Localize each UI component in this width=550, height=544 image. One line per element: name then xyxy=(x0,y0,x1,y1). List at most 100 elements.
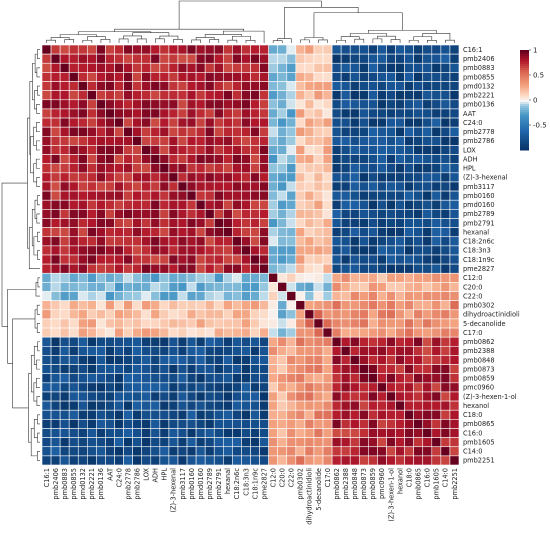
heatmap-cell xyxy=(340,163,351,174)
heatmap-cell xyxy=(277,282,288,292)
heatmap-cell xyxy=(223,355,233,365)
heatmap-cell xyxy=(286,108,297,119)
heatmap-cell xyxy=(132,327,143,338)
heatmap-cell xyxy=(114,154,124,164)
heatmap-cell xyxy=(449,282,460,292)
heatmap-cell xyxy=(195,419,206,429)
heatmap-cell xyxy=(59,419,70,429)
heatmap-cell xyxy=(395,163,405,174)
heatmap-cell xyxy=(204,254,215,265)
heatmap-cell xyxy=(377,236,387,247)
color-scale-step xyxy=(520,120,529,123)
heatmap-cell xyxy=(132,446,143,457)
heatmap-cell xyxy=(250,126,260,137)
heatmap-cell xyxy=(141,108,152,119)
heatmap-cell xyxy=(368,291,378,301)
heatmap-cell xyxy=(295,44,306,55)
dendrogram-branch xyxy=(390,39,401,43)
heatmap-cell xyxy=(68,227,79,238)
heatmap-cell xyxy=(177,364,188,374)
color-scale-step xyxy=(520,148,529,151)
color-scale-step xyxy=(520,72,529,75)
heatmap-cell xyxy=(358,72,369,82)
heatmap-cell xyxy=(241,199,251,210)
heatmap-cell xyxy=(404,382,414,393)
heatmap-cell xyxy=(449,263,460,274)
heatmap-cell xyxy=(177,199,188,210)
heatmap-cell xyxy=(241,309,251,320)
row-label: C18:2n6c xyxy=(463,238,495,246)
heatmap-cell xyxy=(195,117,206,128)
heatmap-cell xyxy=(159,364,170,374)
heatmap-cell xyxy=(241,291,251,301)
heatmap-cell xyxy=(349,172,360,183)
heatmap-cell xyxy=(41,108,52,119)
heatmap-cell xyxy=(150,318,161,329)
heatmap-cell xyxy=(177,108,188,119)
heatmap-cell xyxy=(386,117,396,128)
heatmap-cell xyxy=(431,391,442,402)
heatmap-cell xyxy=(449,373,460,384)
heatmap-cell xyxy=(358,245,369,256)
heatmap-cell xyxy=(105,318,115,329)
heatmap-cell xyxy=(295,126,306,137)
heatmap-cell xyxy=(250,44,260,55)
heatmap-cell xyxy=(204,154,215,164)
heatmap-cell xyxy=(377,364,387,374)
heatmap-cell xyxy=(96,346,106,356)
heatmap-cell xyxy=(286,300,297,311)
heatmap-cell xyxy=(395,117,405,128)
heatmap-cell xyxy=(413,99,424,110)
heatmap-cell xyxy=(132,245,143,256)
heatmap-cell xyxy=(204,99,215,110)
heatmap-cell xyxy=(377,163,387,174)
heatmap-cell xyxy=(223,181,233,192)
heatmap-cell xyxy=(404,72,414,82)
heatmap-cell xyxy=(241,364,251,374)
heatmap-cell xyxy=(449,318,460,329)
heatmap-cell xyxy=(41,355,52,365)
heatmap-cell xyxy=(331,236,342,247)
heatmap-cell xyxy=(431,446,442,457)
heatmap-cell xyxy=(232,327,242,338)
heatmap-cell xyxy=(413,455,424,466)
heatmap-cell xyxy=(159,236,170,247)
heatmap-cell xyxy=(105,72,115,82)
heatmap-cell xyxy=(96,263,106,274)
heatmap-cell xyxy=(177,227,188,238)
heatmap-cell xyxy=(386,263,396,274)
heatmap-cell xyxy=(368,236,378,247)
heatmap-cells xyxy=(41,44,460,466)
heatmap-cell xyxy=(204,309,215,320)
heatmap-cell xyxy=(68,44,79,55)
heatmap-cell xyxy=(322,364,333,374)
heatmap-cell xyxy=(77,190,88,201)
heatmap-cell xyxy=(313,409,324,420)
heatmap-cell xyxy=(268,117,278,128)
heatmap-cell xyxy=(440,291,451,301)
heatmap-cell xyxy=(395,209,405,219)
heatmap-cell xyxy=(358,227,369,238)
heatmap-cell xyxy=(232,272,242,283)
heatmap-cell xyxy=(150,190,161,201)
heatmap-cell xyxy=(77,327,88,338)
heatmap-cell xyxy=(150,355,161,365)
heatmap-cell xyxy=(404,245,414,256)
heatmap-cell xyxy=(96,62,106,73)
heatmap-cell xyxy=(340,437,351,448)
heatmap-cell xyxy=(87,99,97,110)
heatmap-cell xyxy=(59,382,70,393)
heatmap-cell xyxy=(268,108,278,119)
heatmap-cell xyxy=(123,327,133,338)
heatmap-cell xyxy=(204,136,215,146)
heatmap-cell xyxy=(322,99,333,110)
heatmap-cell xyxy=(431,62,442,73)
heatmap-cell xyxy=(213,117,224,128)
heatmap-cell xyxy=(259,126,269,137)
heatmap-cell xyxy=(50,136,61,146)
heatmap-cell xyxy=(59,236,70,247)
heatmap-cell xyxy=(331,145,342,155)
heatmap-cell xyxy=(241,346,251,356)
heatmap-cell xyxy=(431,364,442,374)
heatmap-cell xyxy=(59,282,70,292)
